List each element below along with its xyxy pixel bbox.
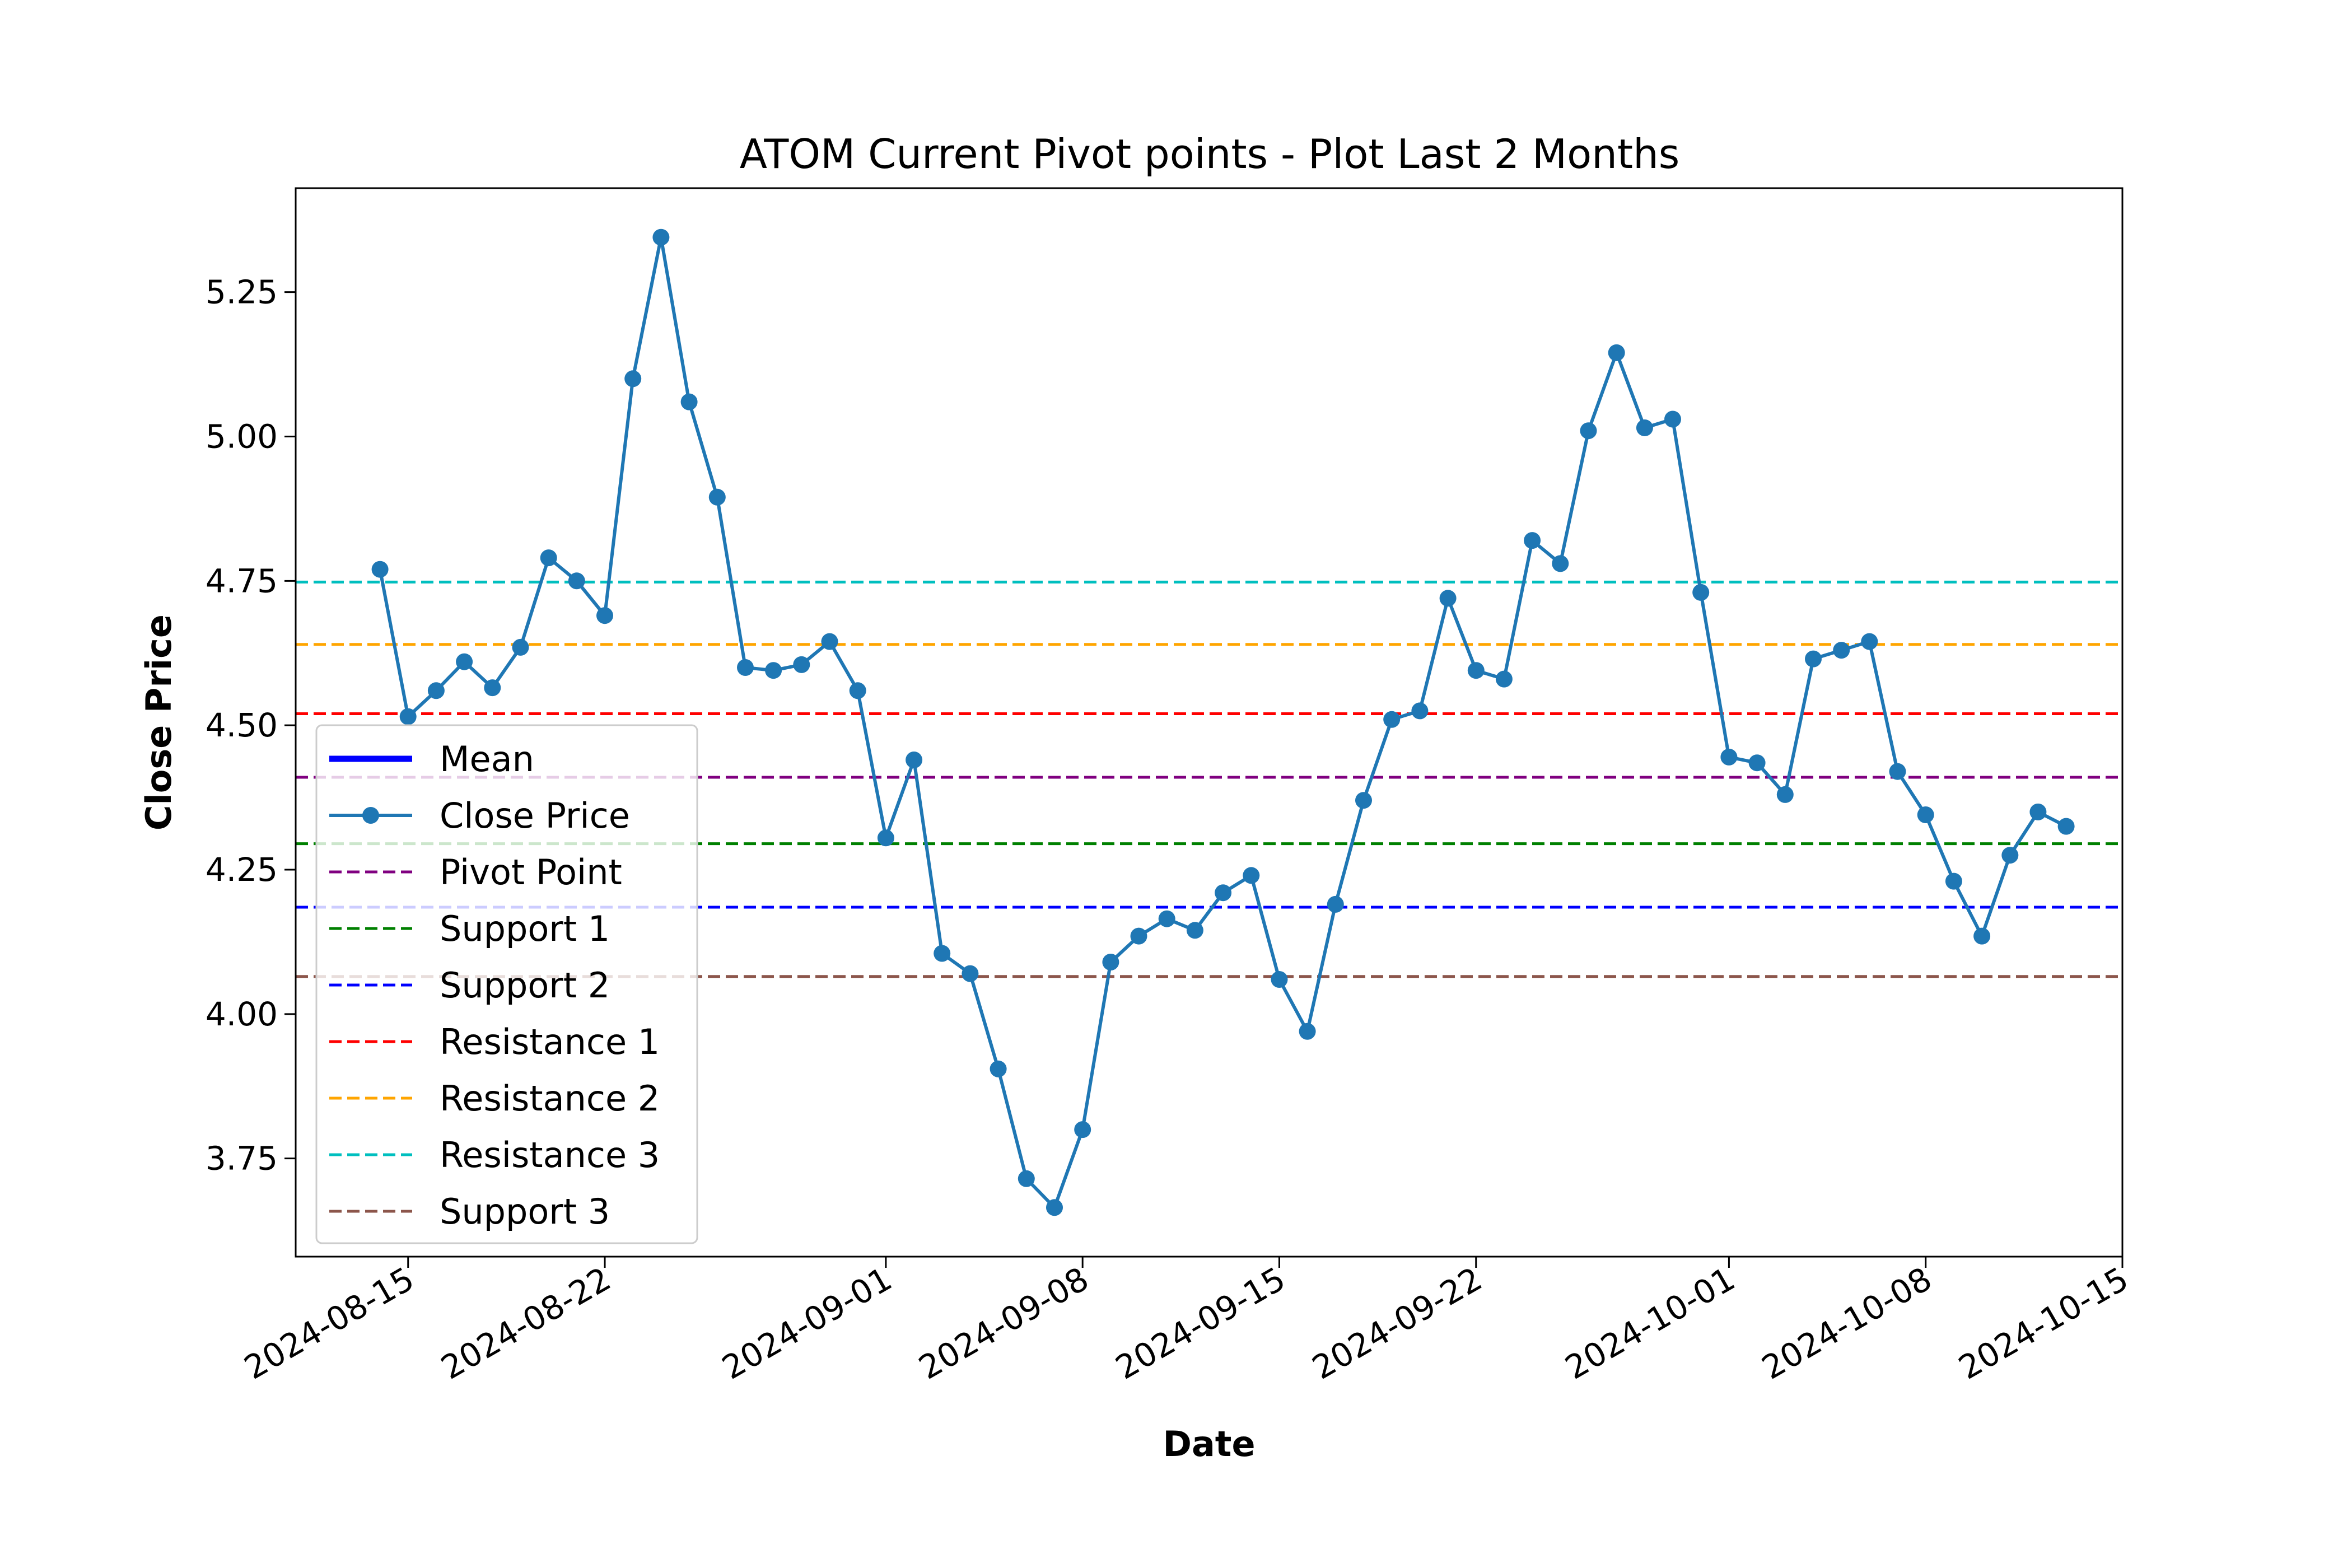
x-axis: 2024-08-15 2024-08-22 2024-09-01 2024-09-08… bbox=[238, 1257, 2135, 1387]
close-price-point bbox=[2001, 847, 2019, 864]
close-price-point bbox=[1046, 1199, 1063, 1216]
close-price-point bbox=[512, 638, 529, 656]
x-tick-label: 2024-09-01 bbox=[716, 1259, 898, 1387]
close-price-point bbox=[1720, 748, 1738, 766]
close-price-point bbox=[1917, 806, 1934, 823]
chart-title: ATOM Current Pivot points - Plot Last 2 … bbox=[740, 130, 1679, 178]
x-tick-label: 2024-08-22 bbox=[435, 1259, 617, 1387]
close-price-point bbox=[568, 572, 585, 590]
close-price-point bbox=[1186, 922, 1203, 939]
close-price-point bbox=[1608, 344, 1625, 361]
close-price-point bbox=[737, 659, 754, 676]
y-tick-label: 5.25 bbox=[206, 273, 278, 311]
close-price-point bbox=[990, 1060, 1007, 1077]
legend-label-support-3: Support 3 bbox=[440, 1191, 610, 1232]
close-price-point bbox=[1861, 633, 1878, 650]
close-price-point bbox=[1748, 754, 1766, 772]
legend-box bbox=[315, 724, 698, 1244]
close-price-point bbox=[1411, 702, 1429, 720]
close-price-point bbox=[1833, 642, 1850, 659]
close-price-point bbox=[1776, 786, 1794, 803]
close-price-point bbox=[540, 549, 557, 567]
legend-marker-close-price bbox=[362, 807, 379, 824]
close-price-point bbox=[1243, 867, 1260, 884]
y-axis: 3.75 4.00 4.25 4.50 4.75 5.00 5.25 bbox=[206, 273, 296, 1178]
close-price-point bbox=[652, 228, 670, 246]
legend-label-resistance-2: Resistance 2 bbox=[440, 1078, 660, 1119]
legend-label-resistance-1: Resistance 1 bbox=[440, 1021, 660, 1062]
close-price-point bbox=[934, 945, 951, 962]
close-price-point bbox=[1580, 422, 1597, 440]
close-price-point bbox=[1467, 662, 1485, 679]
close-price-point bbox=[765, 662, 782, 679]
legend-label-mean: Mean bbox=[440, 739, 534, 780]
close-price-point bbox=[1805, 650, 1822, 668]
close-price-point bbox=[1889, 763, 1906, 780]
x-axis-label: Date bbox=[1163, 1424, 1256, 1464]
close-price-point bbox=[1636, 419, 1653, 436]
y-tick-label: 4.75 bbox=[206, 562, 278, 600]
close-price-point bbox=[1973, 927, 1991, 945]
close-price-point bbox=[1327, 895, 1344, 913]
close-price-point bbox=[1271, 971, 1288, 988]
close-price-point bbox=[1074, 1121, 1091, 1138]
close-price-point bbox=[1355, 792, 1372, 809]
close-price-point bbox=[427, 682, 445, 699]
x-tick-label: 2024-10-08 bbox=[1756, 1259, 1938, 1387]
close-price-point bbox=[2029, 803, 2047, 820]
close-price-point bbox=[680, 393, 698, 410]
x-tick-label: 2024-10-15 bbox=[1952, 1259, 2135, 1387]
x-tick-label: 2024-09-15 bbox=[1109, 1259, 1292, 1387]
legend-label-support-1: Support 1 bbox=[440, 908, 610, 949]
y-axis-label: Close Price bbox=[138, 614, 179, 830]
x-tick-label: 2024-08-15 bbox=[238, 1259, 421, 1387]
close-price-point bbox=[1102, 954, 1119, 970]
close-price-point bbox=[1215, 884, 1232, 902]
close-price-point bbox=[456, 653, 473, 670]
plot-area-frame bbox=[295, 187, 2124, 1258]
close-price-point bbox=[906, 752, 923, 768]
close-price-point bbox=[371, 561, 389, 578]
close-price-point bbox=[596, 607, 613, 624]
close-price-point bbox=[1383, 711, 1401, 728]
legend: Mean Close Price Pivot Point Support 1 Suppo… bbox=[315, 724, 698, 1244]
close-price-point bbox=[1439, 590, 1457, 607]
x-tick-label: 2024-09-22 bbox=[1306, 1259, 1488, 1387]
close-price-point bbox=[877, 829, 894, 847]
close-price-point bbox=[793, 656, 810, 673]
y-tick-label: 5.00 bbox=[206, 417, 278, 455]
legend-label-close-price: Close Price bbox=[440, 795, 630, 836]
legend-label-pivot-point: Pivot Point bbox=[440, 852, 622, 893]
legend-label-resistance-3: Resistance 3 bbox=[440, 1135, 660, 1175]
close-price-point bbox=[1495, 670, 1513, 688]
y-tick-label: 3.75 bbox=[206, 1140, 278, 1178]
x-tick-label: 2024-10-01 bbox=[1558, 1259, 1741, 1387]
y-tick-label: 4.25 bbox=[206, 851, 278, 889]
close-price-point bbox=[849, 682, 866, 699]
close-price-point bbox=[1130, 927, 1147, 945]
close-price-series bbox=[371, 228, 2075, 1216]
close-price-point bbox=[962, 965, 979, 982]
close-price-point bbox=[1945, 872, 1962, 890]
close-price-point bbox=[624, 370, 642, 388]
close-price-point bbox=[821, 633, 838, 650]
legend-label-support-2: Support 2 bbox=[440, 965, 610, 1006]
close-price-point bbox=[1299, 1023, 1316, 1040]
y-tick-label: 4.50 bbox=[206, 706, 278, 744]
close-price-point bbox=[1018, 1170, 1035, 1187]
close-price-point bbox=[708, 488, 726, 506]
close-price-point bbox=[484, 679, 501, 697]
y-tick-label: 4.00 bbox=[206, 995, 278, 1033]
close-price-point bbox=[2057, 818, 2075, 835]
close-price-point bbox=[1664, 410, 1681, 428]
close-price-point bbox=[1524, 532, 1541, 549]
x-tick-label: 2024-09-08 bbox=[912, 1259, 1095, 1387]
close-price-point bbox=[399, 708, 417, 725]
close-price-point bbox=[1692, 584, 1710, 601]
close-price-point bbox=[1158, 910, 1175, 927]
close-price-point bbox=[1552, 555, 1569, 572]
